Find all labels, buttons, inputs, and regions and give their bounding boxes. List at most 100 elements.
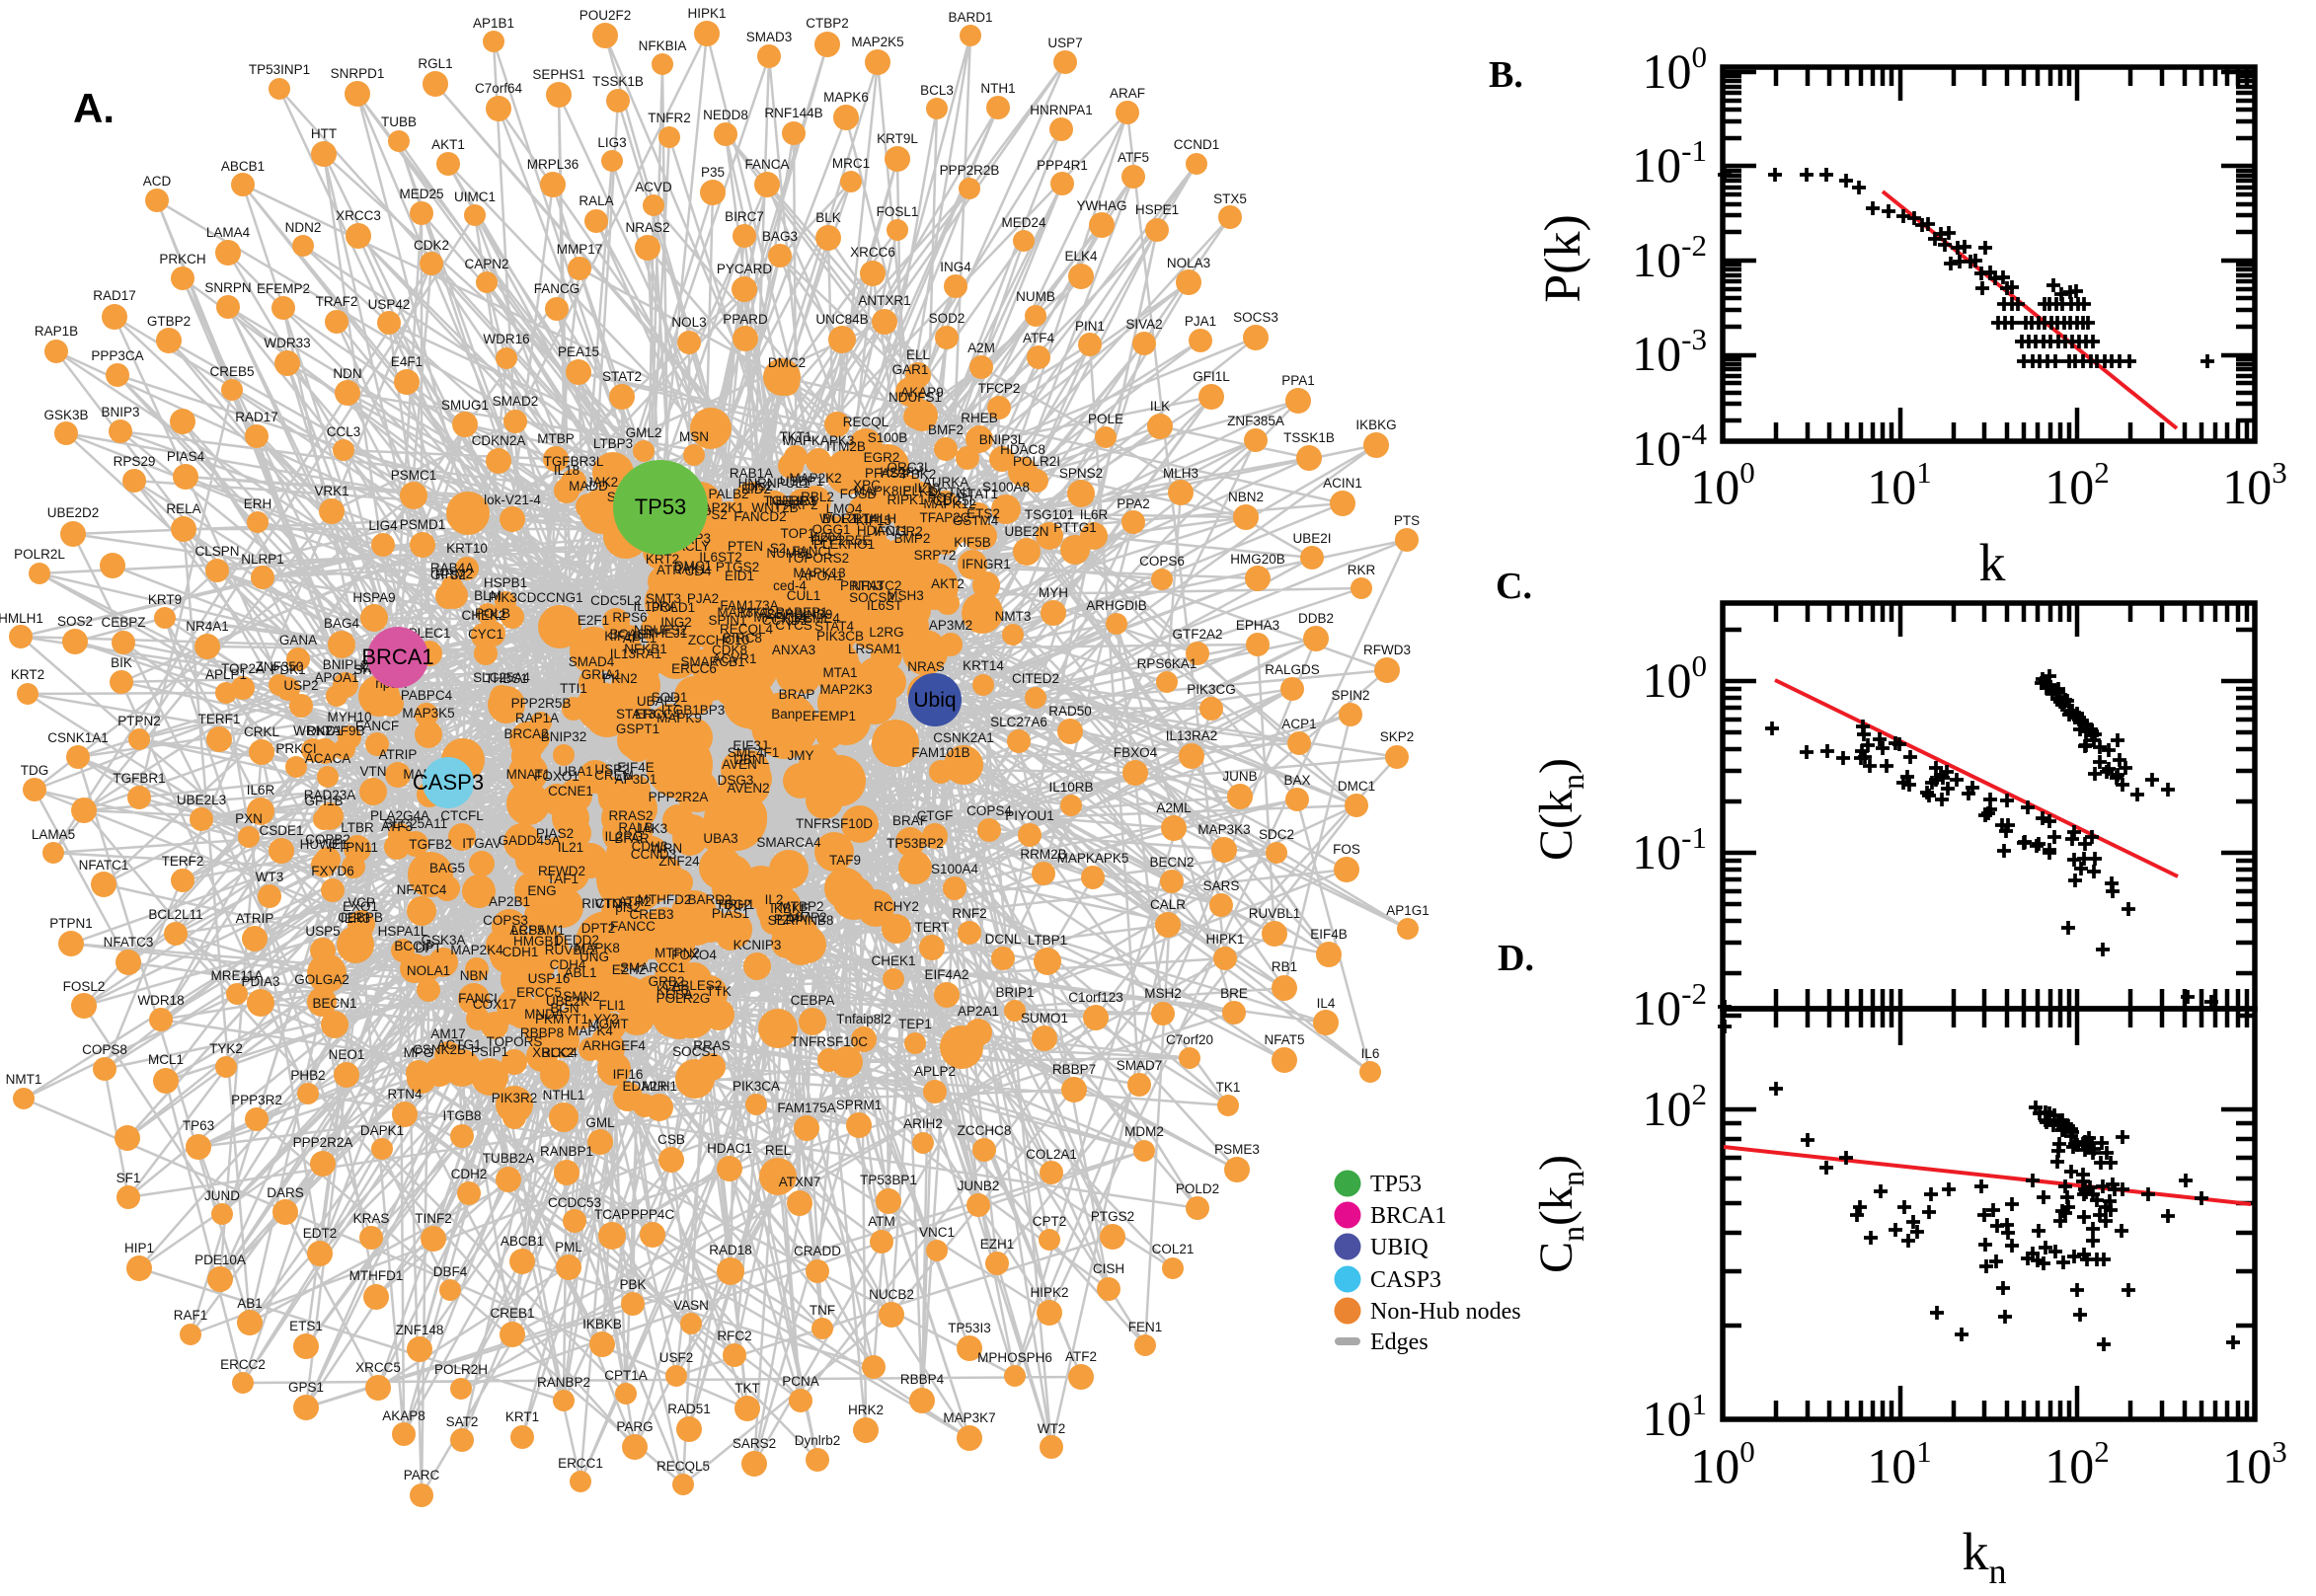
svg-text:SPNS2: SPNS2 [1059, 466, 1103, 481]
svg-text:PALB2: PALB2 [708, 487, 748, 501]
svg-text:S100A4: S100A4 [931, 862, 979, 876]
svg-text:FANCC: FANCC [610, 919, 656, 934]
svg-text:A2M: A2M [967, 341, 995, 355]
svg-text:MTA2: MTA2 [739, 606, 774, 621]
svg-text:HDAC1: HDAC1 [707, 1141, 752, 1156]
svg-text:APLP1: APLP1 [205, 667, 247, 682]
svg-text:ETS1: ETS1 [289, 1319, 323, 1333]
svg-text:CABLES2: CABLES2 [662, 978, 723, 993]
svg-text:KCNIP3: KCNIP3 [733, 938, 782, 952]
svg-text:MAP2K5: MAP2K5 [851, 35, 903, 49]
svg-text:KRT10: KRT10 [446, 541, 488, 556]
svg-text:EIF3J: EIF3J [733, 738, 767, 753]
svg-text:LRSAM1: LRSAM1 [848, 642, 901, 656]
svg-text:C7orf64: C7orf64 [475, 81, 523, 96]
svg-text:ERCC6: ERCC6 [671, 661, 717, 676]
svg-text:MAPK14: MAPK14 [753, 610, 807, 625]
svg-text:TINF2: TINF2 [415, 1211, 452, 1226]
svg-text:IL10RB: IL10RB [1048, 780, 1093, 795]
svg-text:ZCCHC10: ZCCHC10 [688, 633, 749, 647]
svg-text:OGG1: OGG1 [811, 522, 850, 537]
svg-text:NUMBL: NUMBL [766, 546, 813, 561]
svg-text:CASP3: CASP3 [1370, 1267, 1441, 1293]
svg-text:EGR2: EGR2 [864, 450, 900, 465]
svg-text:GSTM4: GSTM4 [953, 513, 999, 528]
svg-text:SARS: SARS [1203, 878, 1240, 893]
svg-text:SDC2: SDC2 [1259, 827, 1294, 842]
svg-text:ZCCHC8: ZCCHC8 [958, 1123, 1012, 1138]
svg-text:SME4F1: SME4F1 [728, 745, 780, 760]
svg-text:NMT1: NMT1 [6, 1072, 42, 1087]
svg-text:MTPN2: MTPN2 [655, 946, 700, 960]
svg-text:ANTXR1: ANTXR1 [858, 293, 910, 308]
svg-text:EPHA3: EPHA3 [1236, 618, 1279, 633]
svg-text:VCP: VCP [347, 895, 375, 910]
svg-text:JMY: JMY [788, 748, 814, 763]
svg-text:CDC5L2: CDC5L2 [590, 593, 642, 608]
svg-text:ABCB1: ABCB1 [501, 1234, 544, 1249]
svg-text:IL6R: IL6R [247, 783, 275, 798]
svg-text:ATRIP: ATRIP [236, 911, 274, 926]
svg-text:UBE2L3: UBE2L3 [177, 793, 226, 807]
svg-text:FOXO4: FOXO4 [671, 948, 717, 962]
svg-text:AKAP9: AKAP9 [900, 385, 944, 400]
svg-text:YY2: YY2 [593, 1012, 619, 1026]
svg-text:COPS8: COPS8 [82, 1042, 127, 1057]
svg-text:SLC25A11: SLC25A11 [384, 816, 447, 831]
svg-text:PIN1: PIN1 [1075, 319, 1105, 334]
svg-text:WDR16: WDR16 [483, 332, 529, 346]
svg-text:PTGS2: PTGS2 [1091, 1209, 1134, 1224]
svg-text:IKBKB: IKBKB [582, 1317, 622, 1331]
svg-text:SMAD2: SMAD2 [493, 394, 539, 409]
svg-text:PPP2R2A: PPP2R2A [649, 790, 709, 804]
svg-text:STAT4: STAT4 [814, 619, 854, 634]
svg-text:BAX: BAX [1283, 773, 1310, 788]
svg-text:PPA1: PPA1 [1281, 373, 1315, 388]
svg-text:DMC1: DMC1 [674, 559, 712, 573]
svg-text:10-4: 10-4 [1632, 417, 1707, 476]
svg-text:PRKCH: PRKCH [159, 252, 205, 266]
svg-text:RHEB: RHEB [961, 411, 998, 425]
svg-text:MPG: MPG [404, 1045, 434, 1060]
svg-text:CITED2: CITED2 [1012, 671, 1059, 686]
svg-text:IL2: IL2 [765, 892, 784, 907]
svg-text:TYK2: TYK2 [209, 1041, 243, 1056]
svg-text:PTPN2: PTPN2 [117, 714, 161, 728]
svg-text:WDR1: WDR1 [819, 511, 859, 526]
svg-text:PYCARD: PYCARD [717, 262, 773, 276]
svg-text:POLR2H: POLR2H [434, 1362, 488, 1377]
svg-text:BNIP3L: BNIP3L [979, 432, 1026, 447]
svg-text:RECQL4: RECQL4 [720, 622, 774, 637]
svg-text:CSDE1: CSDE1 [259, 823, 303, 838]
svg-text:SOD2: SOD2 [929, 311, 965, 326]
svg-text:TSSK1B: TSSK1B [592, 74, 644, 89]
svg-text:UBE2D2: UBE2D2 [47, 505, 100, 520]
svg-text:NFKB1: NFKB1 [624, 642, 667, 656]
svg-text:TGFBR3: TGFBR3 [763, 494, 815, 508]
svg-text:AVEN: AVEN [722, 757, 757, 772]
svg-text:BCCIP: BCCIP [394, 939, 434, 953]
svg-text:PARC: PARC [404, 1468, 440, 1482]
svg-text:USP5: USP5 [305, 924, 340, 939]
svg-text:PIK3R2: PIK3R2 [492, 1091, 538, 1105]
svg-text:D.: D. [1498, 938, 1534, 979]
svg-text:SOS2: SOS2 [57, 614, 93, 629]
svg-text:ZNF385A: ZNF385A [1227, 414, 1284, 428]
svg-text:TP63: TP63 [183, 1118, 214, 1133]
svg-text:TTI1: TTI1 [560, 681, 587, 696]
svg-text:CDC5L: CDC5L [933, 494, 977, 508]
svg-text:100: 100 [1643, 39, 1708, 99]
svg-text:PIAS4: PIAS4 [167, 449, 205, 464]
svg-text:BCAST: BCAST [609, 627, 654, 642]
svg-text:PIK3CG: PIK3CG [1187, 682, 1236, 697]
svg-text:SF1: SF1 [116, 1171, 141, 1185]
svg-text:NFATC1: NFATC1 [79, 858, 129, 873]
svg-text:MED25: MED25 [399, 187, 443, 201]
svg-text:BGN: BGN [550, 1001, 579, 1016]
svg-text:PLA2G4A: PLA2G4A [370, 808, 429, 823]
svg-text:WT2: WT2 [1038, 1421, 1066, 1436]
svg-text:101: 101 [1867, 455, 1932, 514]
svg-text:RBL2: RBL2 [801, 490, 834, 504]
svg-text:RFC2: RFC2 [717, 1329, 751, 1343]
svg-text:CPT2: CPT2 [1033, 1214, 1067, 1229]
